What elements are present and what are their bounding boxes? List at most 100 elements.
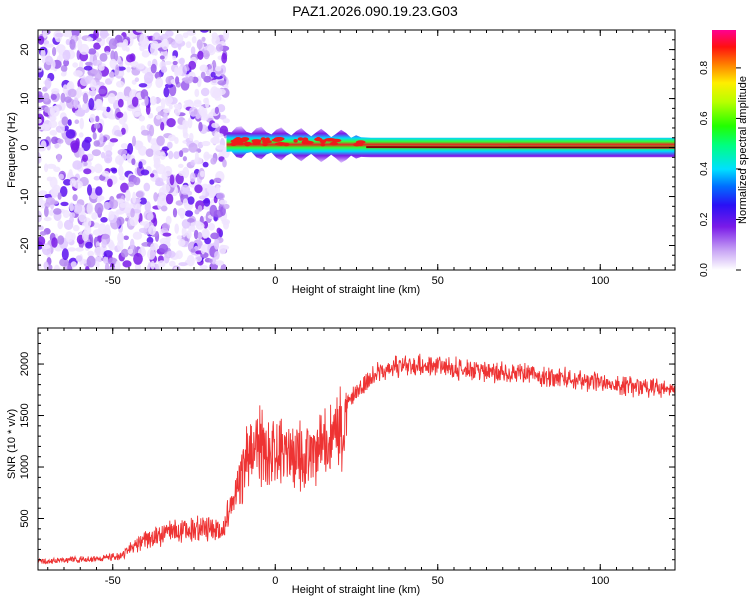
noise-blob (172, 55, 177, 61)
noise-blob (153, 149, 161, 157)
noise-blob (130, 208, 135, 219)
noise-blob (119, 202, 127, 208)
noise-blob (64, 96, 72, 103)
noise-blob (110, 50, 116, 61)
noise-blob (163, 112, 168, 119)
noise-blob (143, 182, 151, 192)
noise-blob (121, 41, 128, 51)
noise-blob (100, 217, 108, 223)
noise-blob (166, 118, 176, 128)
noise-blob (213, 177, 222, 183)
noise-blob (85, 266, 90, 270)
noise-blob (160, 66, 168, 73)
noise-blob (60, 123, 65, 134)
noise-blob (190, 221, 195, 232)
noise-blob (123, 111, 128, 123)
noise-blob (208, 258, 213, 264)
noise-blob (73, 203, 83, 214)
noise-blob (40, 123, 50, 132)
noise-blob (132, 231, 143, 240)
noise-blob (87, 184, 92, 196)
noise-blob (163, 165, 173, 177)
noise-blob (210, 139, 221, 144)
snr-frame (37, 327, 676, 571)
noise-blob (95, 260, 100, 269)
noise-blob (199, 195, 207, 200)
noise-blob (108, 114, 117, 120)
colorbar-tick-label: 0.4 (699, 162, 710, 176)
noise-blob (165, 193, 174, 205)
noise-blob (43, 216, 52, 222)
noise-blob (83, 168, 92, 175)
noise-blob (163, 108, 171, 114)
noise-blob (150, 173, 155, 178)
noise-blob (203, 50, 210, 60)
signal-peak (293, 139, 298, 143)
noise-blob (115, 260, 121, 270)
noise-blob (66, 82, 73, 91)
noise-blob (223, 220, 229, 230)
noise-blob (94, 202, 104, 215)
noise-blob (108, 141, 115, 147)
noise-blob (105, 150, 113, 157)
signal-peak (262, 139, 272, 144)
noise-blob (53, 208, 62, 215)
noise-blob (116, 80, 125, 88)
noise-blob (161, 98, 166, 110)
noise-blob (129, 238, 135, 251)
noise-blob (150, 242, 159, 251)
noise-blob (197, 231, 203, 240)
noise-blob (164, 96, 173, 104)
noise-blob (223, 203, 230, 210)
noise-blob (93, 30, 99, 40)
noise-blob (145, 148, 154, 157)
noise-blob (194, 157, 203, 165)
noise-blob (174, 223, 179, 234)
spectrogram-xtick-label: 0 (272, 275, 278, 287)
noise-blob (53, 264, 60, 270)
signal-peak (234, 141, 244, 145)
noise-blob (180, 184, 191, 195)
noise-blob (153, 157, 161, 168)
noise-blob (168, 150, 174, 160)
spectrogram-ytick-label: -20 (19, 238, 31, 254)
noise-blob (188, 142, 198, 153)
noise-blob (210, 232, 220, 240)
noise-blob (62, 84, 68, 94)
noise-blob (213, 75, 223, 80)
noise-blob (160, 205, 168, 212)
noise-blob (161, 146, 170, 151)
noise-blob (50, 186, 59, 199)
noise-blob (215, 65, 222, 72)
noise-blob (203, 97, 209, 104)
noise-blob (210, 157, 217, 165)
noise-blob (166, 177, 171, 186)
noise-blob (121, 127, 126, 135)
signal-peak (260, 137, 266, 141)
noise-blob (107, 257, 118, 265)
noise-blob (219, 114, 227, 120)
noise-blob (82, 92, 89, 104)
noise-blob (123, 235, 129, 241)
noise-blob (75, 247, 84, 252)
noise-blob (72, 62, 79, 68)
noise-blob (175, 173, 184, 185)
noise-blob (116, 216, 125, 226)
snr-xtick-label: -50 (105, 575, 121, 587)
noise-blob (143, 71, 154, 84)
noise-blob (150, 63, 157, 74)
noise-blob (99, 133, 104, 145)
noise-blob (85, 61, 93, 66)
noise-blob (63, 179, 72, 186)
signal-peak (240, 137, 250, 141)
noise-blob (162, 232, 172, 237)
noise-blob (177, 124, 187, 130)
noise-blob (201, 140, 211, 147)
noise-blob (120, 248, 129, 258)
noise-blob (182, 32, 189, 39)
snr-xtick-label: 50 (432, 575, 444, 587)
noise-blob (62, 30, 72, 38)
noise-blob (109, 58, 117, 69)
noise-blob (186, 254, 195, 267)
noise-blob (200, 244, 206, 255)
